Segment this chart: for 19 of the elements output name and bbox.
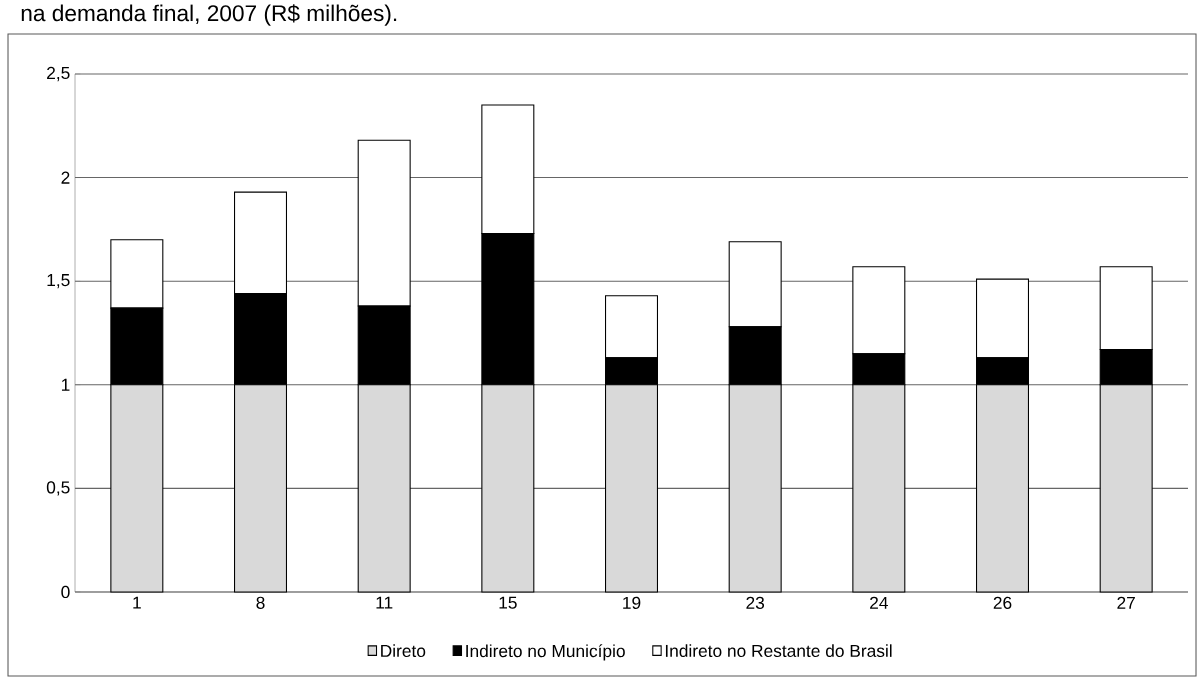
y-tick-label: 1: [61, 378, 70, 391]
y-tick-label: 0,5: [46, 481, 70, 496]
x-tick-label: 19: [623, 596, 641, 609]
y-tick-label: 0: [61, 585, 70, 599]
x-tick-label: 8: [256, 596, 265, 609]
chart-title: na demanda final, 2007 (R$ milhões).: [21, 4, 397, 26]
x-tick-label: 15: [499, 596, 517, 609]
y-tick-label: 2,5: [47, 66, 70, 82]
y-tick-label: 1,5: [47, 274, 70, 289]
x-tick-label: 27: [1117, 596, 1135, 609]
legend-label: Indireto no Município: [466, 644, 625, 661]
x-tick-label: 11: [376, 596, 393, 609]
x-tick-label: 1: [133, 596, 141, 609]
x-tick-label: 26: [993, 596, 1012, 609]
x-tick-label: 23: [746, 596, 765, 609]
legend-label: Indireto no Restante do Brasil: [665, 644, 892, 658]
y-tick-label: 2: [61, 171, 70, 184]
x-tick-label: 24: [870, 596, 888, 609]
legend-label: Direto: [381, 644, 426, 658]
